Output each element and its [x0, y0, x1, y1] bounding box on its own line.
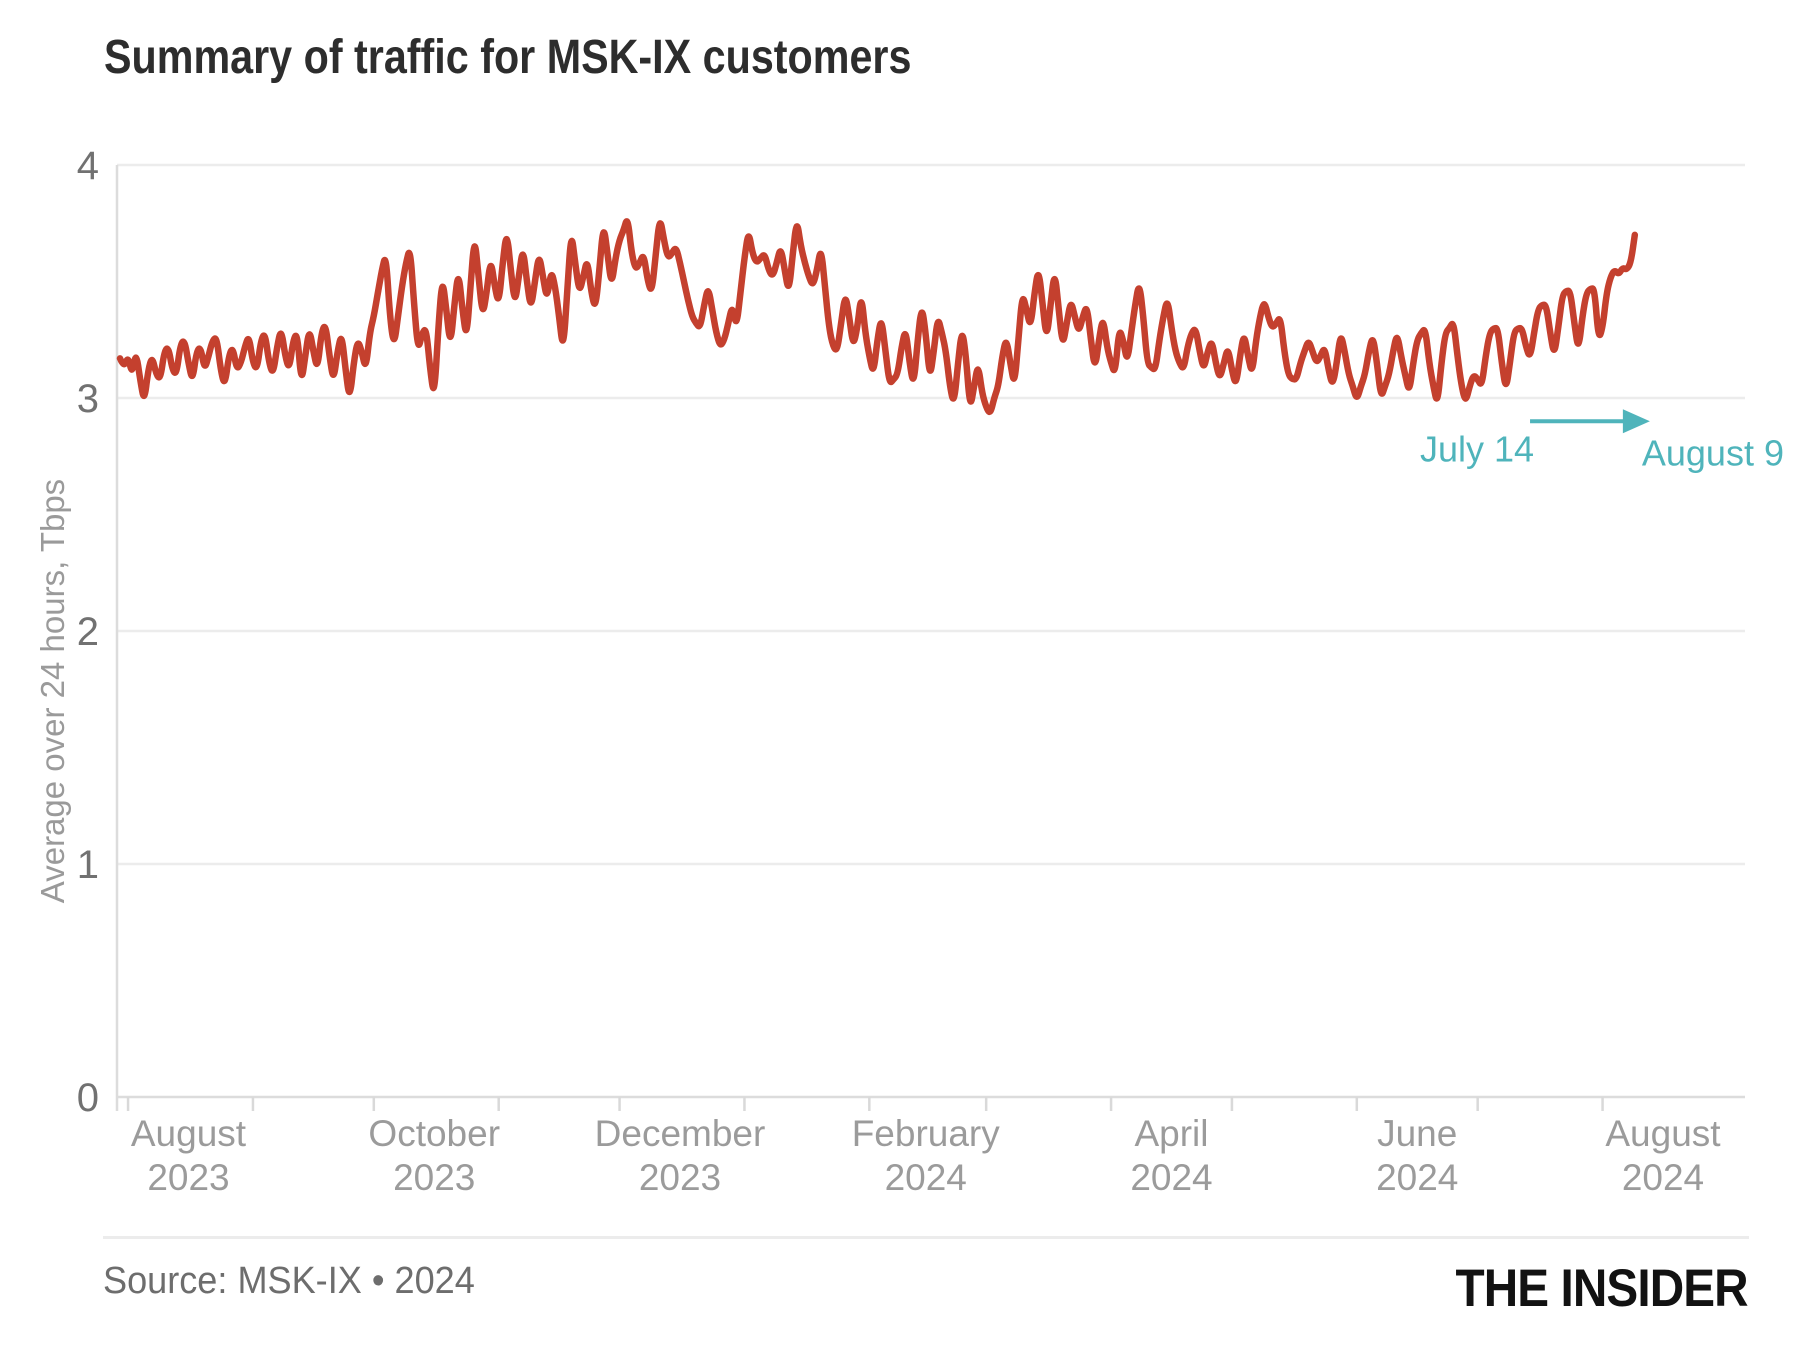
x-axis-label-year: 2024: [885, 1157, 967, 1198]
date-range-annotation: July 14 August 9: [1420, 409, 1784, 473]
x-axis-label-month: August: [131, 1113, 247, 1154]
x-axis-label-year: 2024: [1622, 1157, 1704, 1198]
y-tick-label-2: 2: [77, 610, 99, 654]
x-axis-label-year: 2024: [1130, 1157, 1212, 1198]
the-insider-logo: THE INSIDER: [1455, 1259, 1749, 1318]
x-axis-label-year: 2023: [147, 1157, 229, 1198]
source-credit: Source: MSK-IX • 2024: [103, 1260, 475, 1302]
x-axis-label-month: December: [595, 1113, 766, 1154]
gridlines: [117, 163, 1745, 1099]
x-axis-label-year: 2023: [393, 1157, 475, 1198]
x-axis-label-month: August: [1605, 1113, 1721, 1154]
x-axis-label-year: 2024: [1376, 1157, 1458, 1198]
traffic-line-series: [116, 218, 1639, 416]
footer-divider: [103, 1236, 1749, 1239]
y-tick-label-4: 4: [77, 144, 99, 188]
x-axis-label-month: June: [1377, 1113, 1457, 1154]
x-axis-label-month: April: [1134, 1113, 1208, 1154]
y-tick-label-1: 1: [77, 843, 99, 887]
y-tick-labels: 0 1 2 3 4: [77, 144, 99, 1120]
annotation-arrow-head-icon: [1622, 409, 1650, 434]
y-tick-label-0: 0: [77, 1076, 99, 1120]
x-axis-label-year: 2023: [639, 1157, 721, 1198]
x-ticks-and-labels: August2023October2023December2023Februar…: [126, 1097, 1721, 1198]
x-axis-label-month: October: [368, 1113, 500, 1154]
annotation-start-label: July 14: [1420, 428, 1534, 469]
annotation-end-label: August 9: [1642, 432, 1784, 473]
x-axis-label-month: February: [852, 1113, 1001, 1154]
chart-title: Summary of traffic for MSK-IX customers: [104, 31, 912, 84]
y-tick-label-3: 3: [77, 377, 99, 421]
